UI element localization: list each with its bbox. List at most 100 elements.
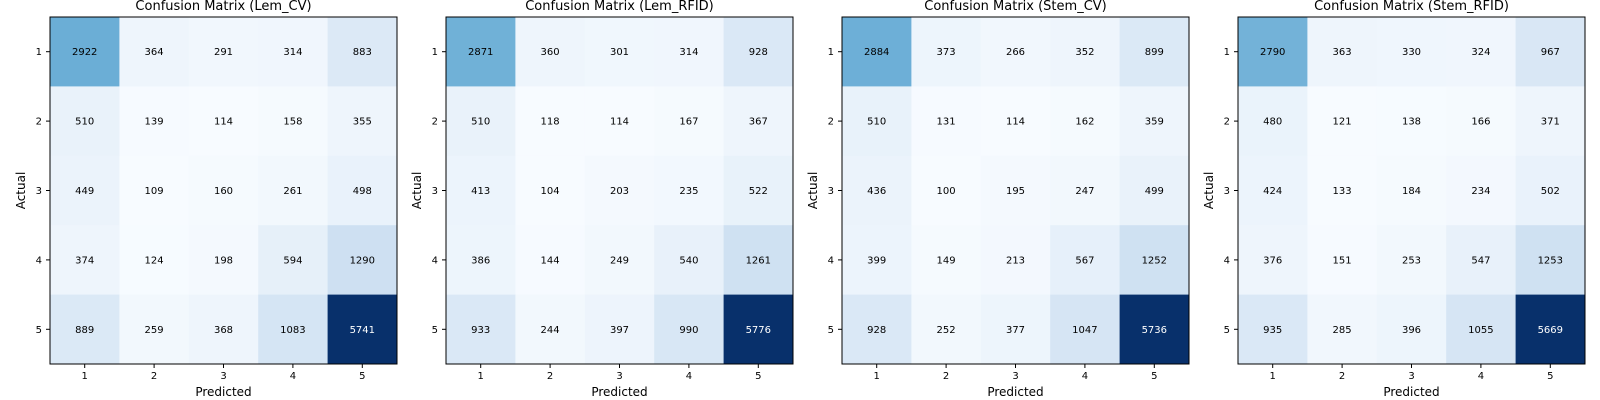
cell-value-label: 359 <box>1145 117 1164 128</box>
x-tick-label: 5 <box>359 371 365 382</box>
x-tick-label: 4 <box>1478 371 1484 382</box>
heatmap-cell <box>188 17 259 87</box>
heatmap-cell <box>446 17 516 87</box>
heatmap-cell <box>1238 225 1308 296</box>
cell-value-label: 166 <box>1471 117 1490 128</box>
cell-value-label: 324 <box>1471 47 1490 58</box>
cell-value-label: 247 <box>1075 186 1094 197</box>
cell-value-label: 2884 <box>864 47 889 58</box>
heatmap-cell <box>723 155 794 226</box>
heatmap-cell <box>50 155 120 226</box>
heatmap-cell <box>584 86 655 157</box>
cell-value-label: 567 <box>1075 255 1094 266</box>
cell-value-label: 367 <box>749 117 768 128</box>
heatmap-cell <box>1307 155 1378 226</box>
y-tick-label: 2 <box>36 117 42 128</box>
cell-value-label: 510 <box>867 117 886 128</box>
x-tick-label: 5 <box>755 371 761 382</box>
heatmap-cell <box>327 294 398 365</box>
heatmap-cell <box>911 155 982 226</box>
heatmap-cell <box>1376 225 1447 296</box>
x-axis-label: Predicted <box>591 385 647 399</box>
cell-value-label: 5741 <box>350 325 375 336</box>
cell-value-label: 100 <box>937 186 956 197</box>
cell-value-label: 149 <box>937 255 956 266</box>
cell-value-label: 547 <box>1471 255 1490 266</box>
cell-value-label: 121 <box>1333 117 1352 128</box>
y-axis-label: Actual <box>410 172 424 210</box>
cell-value-label: 376 <box>1263 255 1282 266</box>
heatmap-cell <box>119 155 190 226</box>
heatmap-cell <box>842 225 912 296</box>
x-tick-label: 3 <box>220 371 226 382</box>
heatmap-cell <box>842 294 912 365</box>
heatmap-cell <box>584 17 655 87</box>
cell-value-label: 889 <box>75 325 94 336</box>
cell-value-label: 138 <box>1402 117 1421 128</box>
cell-value-label: 449 <box>75 186 94 197</box>
cell-value-label: 480 <box>1263 117 1282 128</box>
heatmap-cell <box>1515 155 1586 226</box>
cell-value-label: 1083 <box>280 325 305 336</box>
y-tick-label: 3 <box>36 186 42 197</box>
x-tick-label: 1 <box>1270 371 1276 382</box>
y-axis-label: Actual <box>806 172 820 210</box>
y-tick-label: 5 <box>36 325 42 336</box>
cell-value-label: 368 <box>214 325 233 336</box>
heatmap-cell <box>1515 17 1586 87</box>
cell-value-label: 253 <box>1402 255 1421 266</box>
heatmap-cell <box>1119 155 1190 226</box>
x-tick-label: 2 <box>547 371 553 382</box>
cell-value-label: 144 <box>541 255 560 266</box>
heatmap-cell <box>1307 225 1378 296</box>
x-tick-label: 1 <box>478 371 484 382</box>
cell-value-label: 1047 <box>1072 325 1097 336</box>
cell-value-label: 118 <box>541 117 560 128</box>
cell-value-label: 235 <box>679 186 698 197</box>
heatmap-cell <box>723 86 794 157</box>
cell-value-label: 330 <box>1402 47 1421 58</box>
cell-value-label: 371 <box>1541 117 1560 128</box>
heatmap-cell <box>1515 294 1586 365</box>
heatmap-cell <box>584 294 655 365</box>
heatmap-cell <box>327 17 398 87</box>
cell-value-label: 139 <box>145 117 164 128</box>
cell-value-label: 261 <box>283 186 302 197</box>
cell-value-label: 883 <box>353 47 372 58</box>
heatmap-cell <box>515 86 586 157</box>
heatmap-cell <box>258 17 329 87</box>
heatmap-cell <box>842 155 912 226</box>
cell-value-label: 352 <box>1075 47 1094 58</box>
panel-title: Confusion Matrix (Lem_RFID) <box>525 0 714 14</box>
heatmap-cell <box>50 17 120 87</box>
heatmap-cell <box>515 17 586 87</box>
heatmap-cell <box>1446 225 1517 296</box>
heatmap-cell <box>584 225 655 296</box>
x-tick-label: 4 <box>686 371 692 382</box>
heatmap-cell <box>1446 155 1517 226</box>
heatmap-cell <box>654 155 725 226</box>
x-tick-label: 5 <box>1151 371 1157 382</box>
cell-value-label: 198 <box>214 255 233 266</box>
cell-value-label: 234 <box>1471 186 1490 197</box>
x-tick-label: 3 <box>1408 371 1414 382</box>
cell-value-label: 1261 <box>746 255 771 266</box>
cell-value-label: 5776 <box>746 325 771 336</box>
heatmap-cell <box>188 225 259 296</box>
heatmap-cell <box>654 294 725 365</box>
y-tick-label: 5 <box>828 325 834 336</box>
cell-value-label: 363 <box>1333 47 1352 58</box>
heatmap-cell <box>1515 86 1586 157</box>
heatmap-cell <box>1376 294 1447 365</box>
heatmap-cell <box>842 86 912 157</box>
cell-value-label: 5669 <box>1538 325 1563 336</box>
y-tick-label: 4 <box>432 255 438 266</box>
heatmap-cell <box>1238 86 1308 157</box>
heatmap-cell <box>1307 294 1378 365</box>
cell-value-label: 377 <box>1006 325 1025 336</box>
heatmap-cell <box>654 86 725 157</box>
cell-value-label: 1253 <box>1538 255 1563 266</box>
y-tick-label: 2 <box>432 117 438 128</box>
